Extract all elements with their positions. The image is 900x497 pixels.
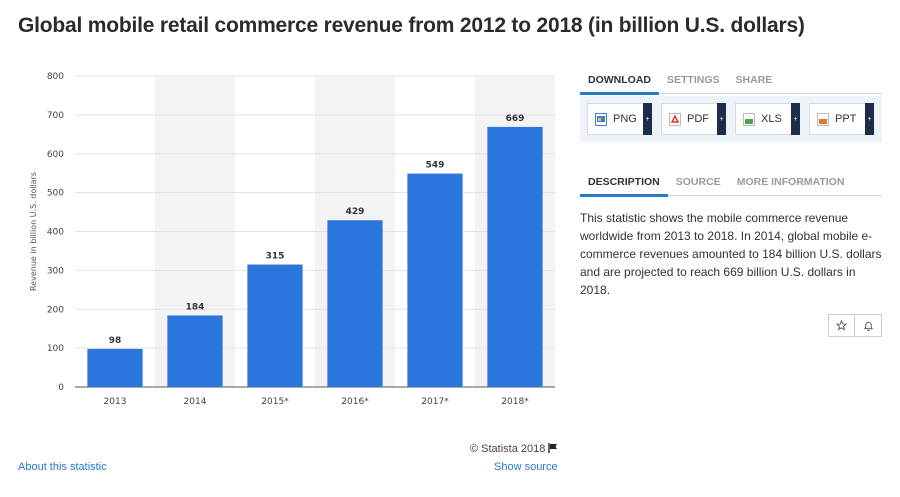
- tab-download[interactable]: DOWNLOAD: [580, 70, 659, 95]
- bell-icon[interactable]: [855, 314, 882, 337]
- download-ppt-button[interactable]: PPT +: [809, 103, 874, 135]
- xls-file-icon: [743, 112, 755, 126]
- x-tick-label: 2015*: [261, 397, 289, 407]
- y-tick-label: 600: [47, 150, 64, 160]
- bar: [247, 264, 303, 387]
- page-title: Global mobile retail commerce revenue fr…: [18, 14, 805, 37]
- ppt-label: PPT: [835, 113, 857, 125]
- show-source-link[interactable]: Show source: [494, 461, 558, 473]
- y-tick-label: 200: [47, 305, 64, 315]
- x-tick-label: 2013: [104, 397, 127, 407]
- pdf-dropdown-icon[interactable]: +: [717, 103, 726, 135]
- y-tick-label: 400: [47, 228, 64, 238]
- xls-dropdown-icon[interactable]: +: [791, 103, 800, 135]
- tab-description[interactable]: DESCRIPTION: [580, 172, 668, 197]
- png-file-icon: [595, 112, 607, 126]
- tab-more-information[interactable]: MORE INFORMATION: [736, 176, 845, 188]
- y-axis-title: Revenue in billion U.S. dollars: [29, 172, 38, 291]
- data-label: 98: [109, 336, 122, 346]
- description-tabs: DESCRIPTION SOURCE MORE INFORMATION: [580, 172, 882, 197]
- download-png-button[interactable]: PNG +: [587, 103, 652, 135]
- flag-icon[interactable]: [548, 443, 558, 456]
- x-tick-label: 2017*: [421, 397, 449, 407]
- y-tick-label: 300: [47, 266, 64, 276]
- png-label: PNG: [613, 113, 637, 125]
- statista-credit: © Statista 2018: [470, 443, 558, 456]
- x-tick-label: 2016*: [341, 397, 369, 407]
- y-tick-label: 700: [47, 111, 64, 121]
- y-tick-label: 0: [58, 383, 64, 393]
- star-icon[interactable]: [828, 314, 855, 337]
- action-icons: [828, 314, 882, 337]
- bar: [487, 126, 543, 388]
- ppt-dropdown-icon[interactable]: +: [865, 103, 874, 135]
- bar: [327, 220, 383, 387]
- y-tick-label: 500: [47, 189, 64, 199]
- data-label: 184: [186, 302, 205, 312]
- download-pdf-button[interactable]: PDF +: [661, 103, 726, 135]
- xls-label: XLS: [761, 113, 782, 125]
- download-xls-button[interactable]: XLS +: [735, 103, 800, 135]
- data-label: 429: [346, 207, 365, 217]
- data-label: 315: [266, 252, 285, 262]
- bar-chart: 0 100 200 300 400 500 600 700 800 98 2013 184 2014 31…: [29, 72, 555, 407]
- download-panel: PNG + PDF + XLS + PPT +: [580, 96, 882, 142]
- about-statistic-link[interactable]: About this statistic: [18, 461, 107, 473]
- tab-source[interactable]: SOURCE: [675, 176, 721, 188]
- download-tabs: DOWNLOAD SETTINGS SHARE: [580, 70, 882, 95]
- pdf-file-icon: [669, 112, 681, 126]
- x-tick-label: 2014: [184, 397, 207, 407]
- ppt-file-icon: [817, 112, 829, 126]
- description-text: This statistic shows the mobile commerce…: [580, 211, 882, 297]
- y-tick-label: 800: [47, 72, 64, 82]
- tab-share[interactable]: SHARE: [735, 74, 773, 86]
- png-dropdown-icon[interactable]: +: [643, 103, 652, 135]
- bar: [167, 315, 223, 387]
- bar: [87, 348, 143, 387]
- x-tick-label: 2018*: [501, 397, 529, 407]
- data-label: 549: [426, 161, 445, 171]
- pdf-label: PDF: [687, 113, 709, 125]
- y-tick-label: 100: [47, 344, 64, 354]
- data-label: 669: [506, 114, 525, 124]
- tab-settings[interactable]: SETTINGS: [667, 74, 720, 86]
- credit-text: © Statista 2018: [470, 443, 546, 455]
- bar: [407, 173, 463, 387]
